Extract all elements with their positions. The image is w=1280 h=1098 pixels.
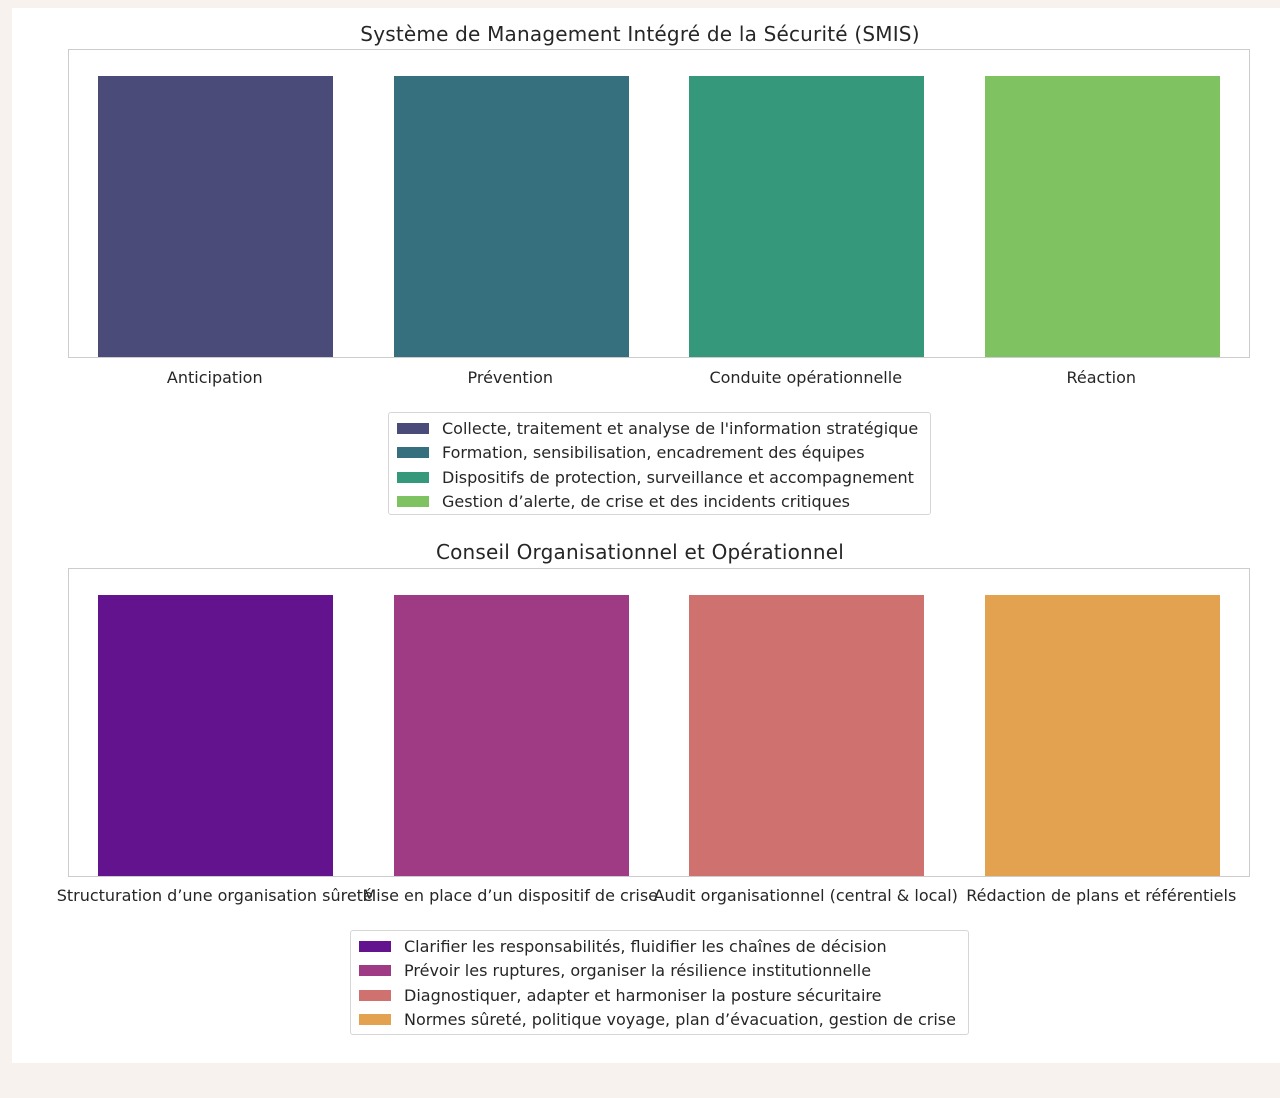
legend-label: Collecte, traitement et analyse de l'inf…	[442, 418, 919, 438]
chart-2-bar-3	[689, 595, 925, 876]
chart-1-x-tick-label: Conduite opérationnelle	[709, 368, 903, 387]
chart-1-legend-item: Dispositifs de protection, surveillance …	[397, 465, 922, 490]
legend-swatch	[359, 940, 391, 952]
chart-1-x-tick-label: Anticipation	[166, 368, 263, 387]
chart-2-x-tick-label: Structuration d’une organisation sûreté	[56, 886, 373, 905]
chart-1-bar-3	[689, 76, 925, 357]
chart-2-plot-area	[68, 568, 1250, 877]
chart-1-legend: Collecte, traitement et analyse de l'inf…	[388, 412, 931, 515]
legend-label: Gestion d’alerte, de crise et des incide…	[442, 492, 850, 512]
chart-1-bar-2	[393, 76, 629, 357]
legend-label: Dispositifs de protection, surveillance …	[442, 467, 914, 487]
chart-2-x-tick-label: Rédaction de plans et référentiels	[966, 886, 1237, 905]
chart-1-plot-area	[68, 49, 1250, 358]
legend-label: Prévoir les ruptures, organiser la résil…	[404, 961, 872, 981]
chart-2-x-tick-label: Audit organisationnel (central & local)	[653, 886, 958, 905]
legend-swatch	[397, 496, 429, 508]
chart-1-x-tick-label: Réaction	[1066, 368, 1137, 387]
chart-1-legend-item: Gestion d’alerte, de crise et des incide…	[397, 490, 922, 515]
chart-2-title: Conseil Organisationnel et Opérationnel	[435, 540, 845, 564]
legend-label: Formation, sensibilisation, encadrement …	[442, 443, 865, 463]
chart-2-bar-1	[98, 595, 334, 876]
chart-2-legend: Clarifier les responsabilités, fluidifie…	[350, 930, 969, 1035]
legend-label: Normes sûreté, politique voyage, plan d’…	[404, 1010, 956, 1030]
legend-swatch	[359, 989, 391, 1001]
chart-2-bar-2	[393, 595, 629, 876]
chart-2-legend-item: Prévoir les ruptures, organiser la résil…	[359, 959, 960, 984]
chart-2-bar-4	[984, 595, 1220, 876]
chart-1-bar-1	[98, 76, 334, 357]
chart-1-bar-4	[984, 76, 1220, 357]
chart-1-x-tick-label: Prévention	[467, 368, 554, 387]
chart-2-legend-item: Clarifier les responsabilités, fluidifie…	[359, 934, 960, 959]
legend-swatch	[359, 1014, 391, 1026]
chart-2-x-tick-label: Mise en place d’un dispositif de crise	[362, 886, 659, 905]
legend-swatch	[397, 422, 429, 434]
chart-1-title: Système de Management Intégré de la Sécu…	[360, 22, 920, 46]
legend-swatch	[397, 471, 429, 483]
chart-2-legend-item: Normes sûreté, politique voyage, plan d’…	[359, 1008, 960, 1033]
legend-swatch	[359, 965, 391, 977]
legend-label: Clarifier les responsabilités, fluidifie…	[404, 936, 887, 956]
legend-swatch	[397, 447, 429, 459]
chart-2-legend-item: Diagnostiquer, adapter et harmoniser la …	[359, 983, 960, 1008]
chart-1-legend-item: Collecte, traitement et analyse de l'inf…	[397, 416, 922, 441]
chart-1-legend-item: Formation, sensibilisation, encadrement …	[397, 441, 922, 466]
legend-label: Diagnostiquer, adapter et harmoniser la …	[404, 985, 882, 1005]
